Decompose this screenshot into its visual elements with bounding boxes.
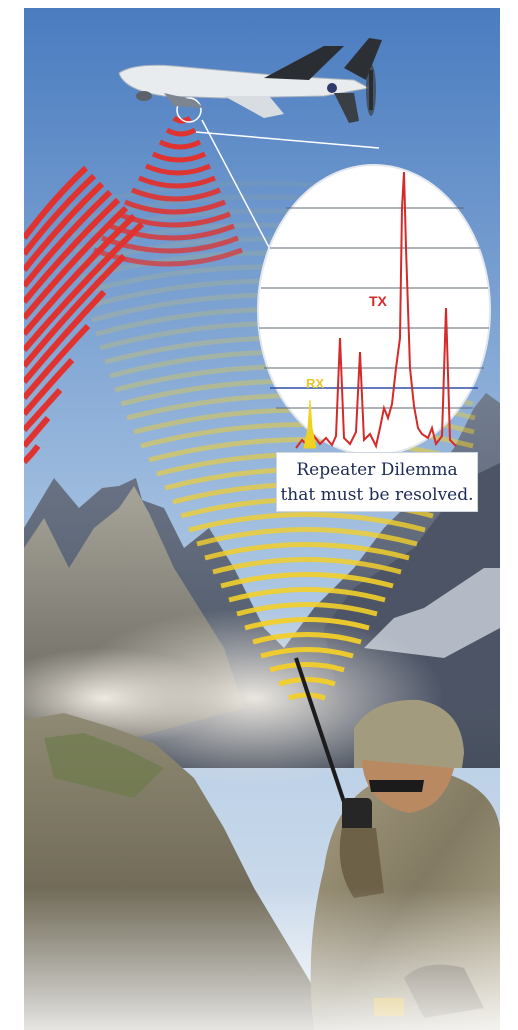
rx-label: RX: [306, 376, 324, 391]
caption-line-2: that must be resolved.: [280, 485, 474, 505]
tx-spectrum-trace: [295, 171, 457, 449]
repeater-illustration: TX RX: [24, 8, 500, 1030]
caption-line-1: Repeater Dilemma: [296, 460, 458, 480]
callout-lines: [176, 97, 380, 254]
caption-box: Repeater Dilemma that must be resolved.: [276, 452, 478, 512]
rx-spectrum-peak: [303, 399, 317, 449]
uav-drone-icon: [118, 38, 382, 123]
spectrum-magnifier: TX RX: [257, 164, 491, 456]
tx-arcs-left: [24, 165, 145, 465]
tx-label: TX: [369, 293, 388, 309]
